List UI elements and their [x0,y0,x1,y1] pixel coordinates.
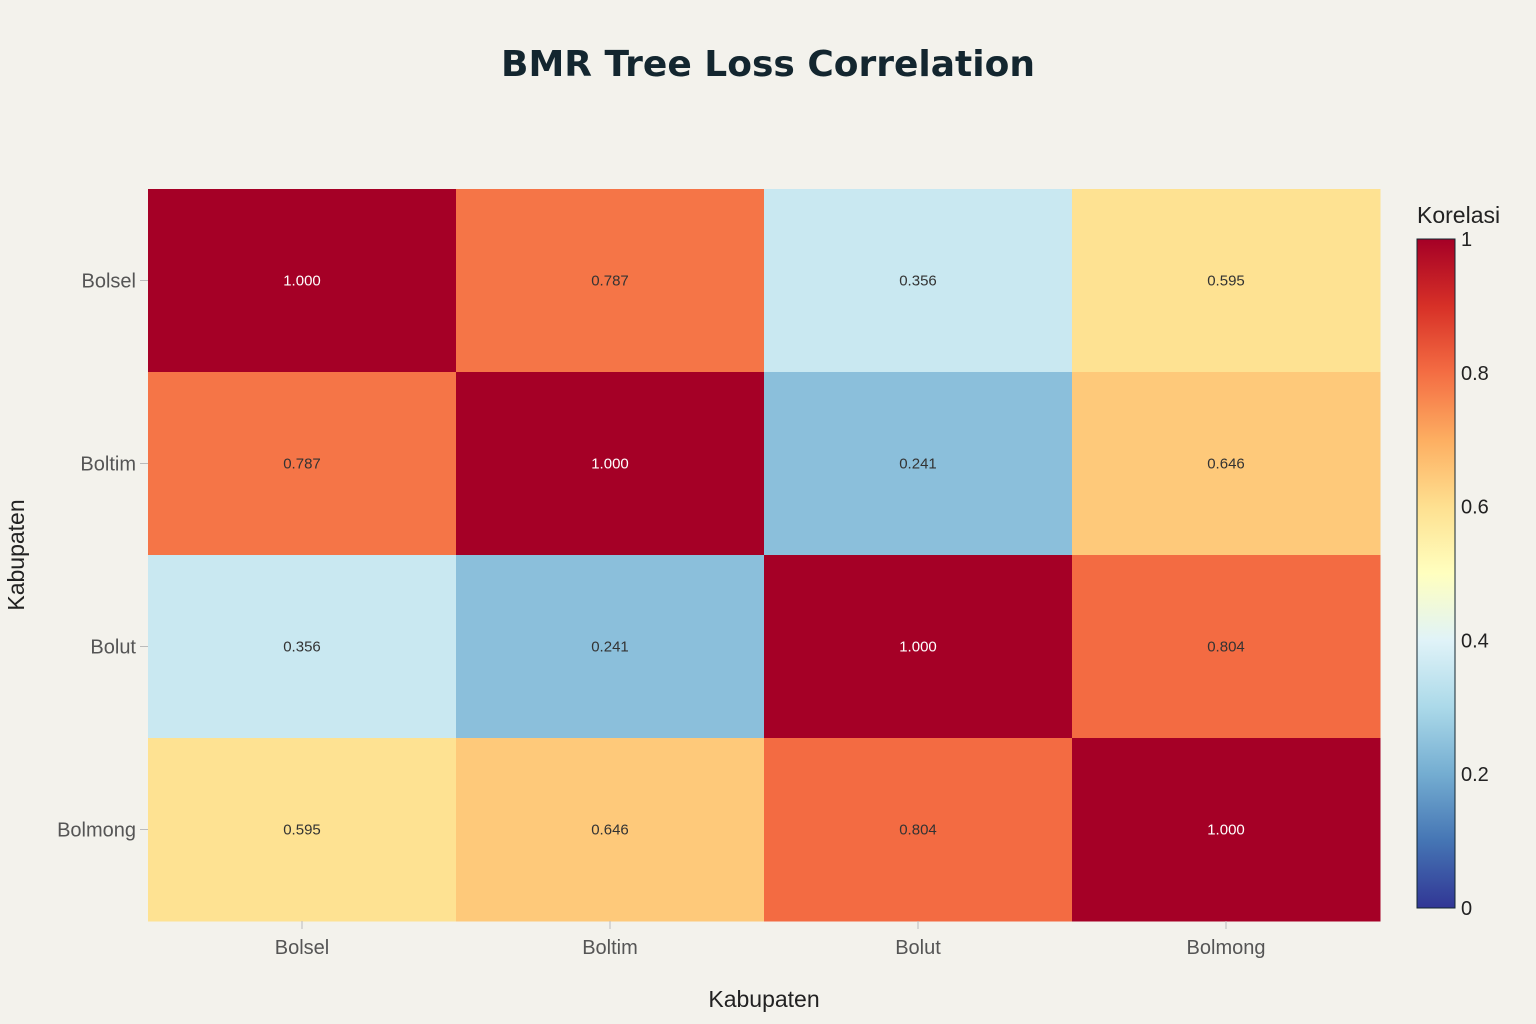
x-tick-label: Bolsel [275,937,329,959]
heatmap-cell [764,189,1073,373]
y-tick-label: Bolmong [57,820,136,842]
heatmap-cell [456,738,765,922]
cell-value-label: 0.804 [1207,639,1245,656]
x-axis-title: Kabupaten [708,986,819,1012]
cell-value-label: 1.000 [591,456,629,473]
cell-value-label: 0.241 [899,456,937,473]
cell-value-label: 1.000 [283,273,321,290]
heatmap-cell [148,189,457,373]
cell-value-label: 0.787 [591,273,629,290]
heatmap-cell [764,555,1073,739]
heatmap-cell [1072,738,1381,922]
heatmap-cell-labels: 1.000 0.787 0.356 0.595 0.787 1.000 0.241 0.646… [283,273,1245,839]
heatmap-cell [148,372,457,556]
cell-value-label: 0.595 [283,822,321,839]
heatmap-cell [456,372,765,556]
cell-value-label: 1.000 [899,639,937,656]
heatmap-cell [1072,555,1381,739]
y-tick-label: Bolut [90,637,136,659]
heatmap-cell [1072,372,1381,556]
heatmap-cell [148,738,457,922]
heatmap-cell [764,372,1073,556]
cell-value-label: 0.241 [591,639,629,656]
y-axis-ticks: Bolsel Boltim Bolut Bolmong [57,271,148,842]
heatmap-cell [764,738,1073,922]
cell-value-label: 0.595 [1207,273,1245,290]
cell-value-label: 0.804 [899,822,937,839]
y-tick-label: Boltim [80,454,136,476]
colorbar [1416,238,1456,909]
cell-value-label: 0.356 [283,639,321,656]
heatmap-cell [1072,189,1381,373]
colorbar-tick-label: 0 [1461,898,1472,920]
x-tick-label: Bolut [895,937,941,959]
cell-value-label: 0.646 [1207,456,1245,473]
colorbar-tick-label: 0.4 [1461,630,1489,652]
y-axis-title: Kabupaten [3,499,29,610]
x-axis-ticks: Bolsel Boltim Bolut Bolmong [275,921,1266,959]
cell-value-label: 0.646 [591,822,629,839]
heatmap-cells [148,189,1381,922]
x-tick-label: Bolmong [1187,937,1266,959]
colorbar-tick-label: 0.2 [1461,764,1489,786]
cell-value-label: 0.356 [899,273,937,290]
colorbar-tick-label: 0.6 [1461,497,1489,519]
colorbar-title: Korelasi [1417,202,1500,228]
heatmap-cell [456,189,765,373]
chart-title: BMR Tree Loss Correlation [501,44,1035,85]
colorbar-tick-label: 0.8 [1461,363,1489,385]
colorbar-ticks: 0 0.2 0.4 0.6 0.8 1 [1461,229,1489,920]
cell-value-label: 0.787 [283,456,321,473]
y-tick-label: Bolsel [82,271,136,293]
colorbar-tick-label: 1 [1461,229,1472,251]
x-tick-label: Boltim [582,937,638,959]
heatmap-cell [456,555,765,739]
cell-value-label: 1.000 [1207,822,1245,839]
heatmap-cell [148,555,457,739]
